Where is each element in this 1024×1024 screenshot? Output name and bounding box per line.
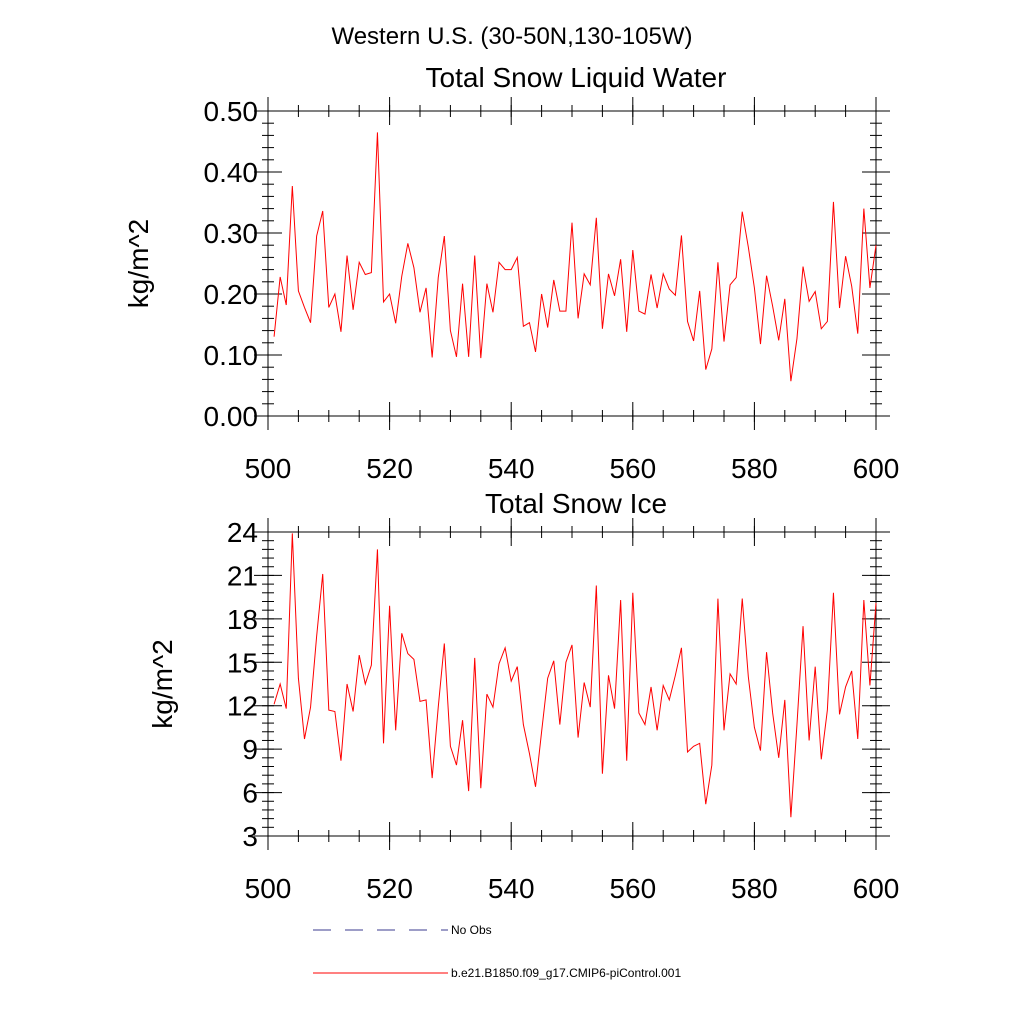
panel-title: Total Snow Ice bbox=[485, 488, 667, 519]
y-axis-label: kg/m^2 bbox=[147, 639, 178, 728]
x-tick-label: 500 bbox=[245, 453, 292, 484]
figure-suptitle: Western U.S. (30-50N,130-105W) bbox=[331, 23, 692, 50]
x-tick-label: 540 bbox=[488, 873, 535, 904]
x-tick-label: 520 bbox=[366, 453, 413, 484]
y-tick-label: 6 bbox=[242, 778, 258, 809]
y-tick-label: 12 bbox=[227, 691, 258, 722]
x-tick-label: 580 bbox=[731, 453, 778, 484]
x-tick-label: 540 bbox=[488, 453, 535, 484]
legend: No Obs b.e21.B1850.f09_g17.CMIP6-piContr… bbox=[313, 923, 681, 980]
panel-snow-ice: Total Snow Ice kg/m^2 3 6 9 12 15 18 21 24 500 520 5… bbox=[147, 488, 899, 904]
y-axis-label: kg/m^2 bbox=[123, 219, 154, 308]
y-tick-label: 0.20 bbox=[204, 279, 259, 310]
y-tick-label: 0.30 bbox=[204, 218, 259, 249]
x-tick-label: 560 bbox=[609, 873, 656, 904]
y-tick-label: 24 bbox=[227, 517, 258, 548]
y-tick-label: 15 bbox=[227, 647, 258, 678]
y-tick-label: 3 bbox=[242, 821, 258, 852]
panel-snow-liquid-water: Total Snow Liquid Water kg/m^2 0.00 0.10 0.2… bbox=[123, 62, 899, 484]
series-line-model bbox=[273, 533, 877, 818]
legend-label-model: b.e21.B1850.f09_g17.CMIP6-piControl.001 bbox=[451, 966, 681, 980]
plot-frame bbox=[267, 531, 877, 837]
x-tick-label: 600 bbox=[853, 873, 900, 904]
y-tick-label: 21 bbox=[227, 560, 258, 591]
y-tick-label: 0.40 bbox=[204, 157, 259, 188]
x-tick-label: 600 bbox=[853, 453, 900, 484]
x-tick-label: 520 bbox=[366, 873, 413, 904]
x-tick-label: 560 bbox=[609, 453, 656, 484]
y-tick-label: 18 bbox=[227, 604, 258, 635]
y-tick-label: 0.50 bbox=[204, 96, 259, 127]
panel-title: Total Snow Liquid Water bbox=[426, 62, 727, 93]
y-tick-label: 9 bbox=[242, 734, 258, 765]
y-tick-label: 0.00 bbox=[204, 401, 259, 432]
x-tick-label: 500 bbox=[245, 873, 292, 904]
series-line-model bbox=[273, 132, 877, 382]
legend-label-no-obs: No Obs bbox=[451, 923, 492, 937]
y-tick-label: 0.10 bbox=[204, 340, 259, 371]
x-tick-label: 580 bbox=[731, 873, 778, 904]
